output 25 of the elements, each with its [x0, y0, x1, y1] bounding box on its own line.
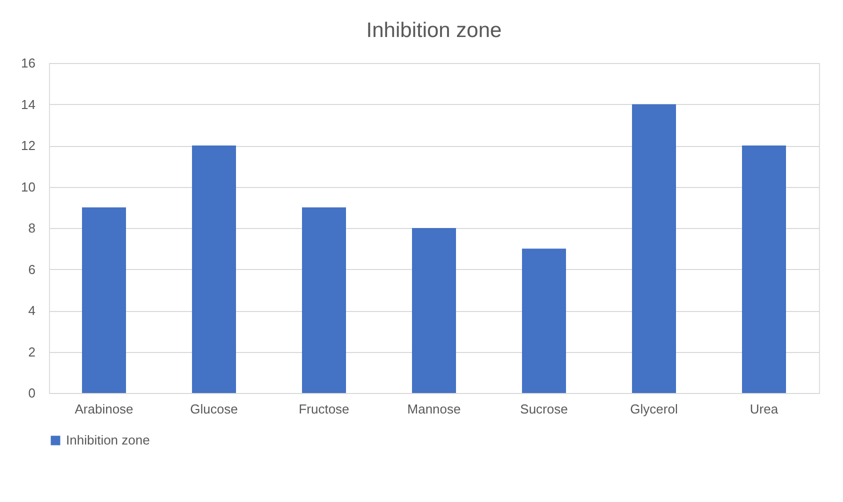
y-tick-label: 14 — [21, 96, 36, 112]
x-tick-label: Glycerol — [630, 402, 678, 416]
x-tick-label: Fructose — [298, 402, 350, 416]
x-tick-label: Urea — [750, 402, 779, 416]
x-tick-label: Glucose — [190, 402, 238, 416]
x-tick-label: Mannose — [407, 402, 461, 416]
legend-label: Inhibition zone — [66, 432, 150, 448]
y-tick-label: 10 — [21, 179, 36, 194]
bar — [192, 146, 236, 393]
y-tick-label: 6 — [28, 262, 36, 277]
y-tick-label: 2 — [28, 344, 36, 360]
chart-title: Inhibition zone — [366, 19, 502, 42]
bar — [302, 207, 346, 393]
bar — [632, 104, 676, 393]
y-tick-label: 12 — [21, 138, 36, 153]
x-tick-label: Sucrose — [520, 402, 568, 416]
y-tick-label: 0 — [28, 386, 36, 400]
y-tick-label: 16 — [21, 56, 36, 70]
y-tick-label: 8 — [28, 220, 36, 236]
bar — [742, 146, 786, 393]
bar — [522, 248, 566, 393]
y-tick-label: 4 — [28, 303, 36, 318]
bar — [82, 207, 126, 393]
x-tick-label: Arabinose — [74, 402, 134, 416]
bar — [412, 228, 456, 393]
